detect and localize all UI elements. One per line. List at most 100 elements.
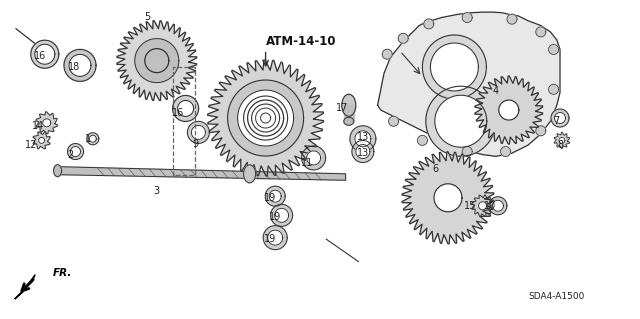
Text: 12: 12 [24,140,37,150]
Polygon shape [307,151,321,165]
Text: 10: 10 [483,201,496,211]
Polygon shape [70,146,81,157]
Text: 16: 16 [172,108,184,118]
Text: 13: 13 [357,148,370,158]
Polygon shape [499,100,519,120]
Text: 16: 16 [33,51,46,61]
Polygon shape [489,197,507,215]
Polygon shape [398,33,408,43]
Text: 19: 19 [269,212,282,222]
Text: 3: 3 [154,186,160,197]
Text: 18: 18 [67,62,80,72]
Polygon shape [207,60,324,176]
Polygon shape [554,113,566,123]
Polygon shape [269,190,281,202]
Polygon shape [350,126,376,152]
Polygon shape [378,12,560,156]
Polygon shape [260,113,271,123]
Text: 1: 1 [85,134,92,144]
Polygon shape [36,112,58,134]
Text: ATM-14-10: ATM-14-10 [266,35,336,48]
Polygon shape [356,145,370,159]
Polygon shape [268,230,283,245]
Ellipse shape [342,94,356,116]
Text: 9: 9 [192,138,198,149]
Polygon shape [548,84,559,94]
Ellipse shape [344,117,354,125]
Text: 17: 17 [336,103,349,114]
Polygon shape [479,202,486,210]
Polygon shape [402,152,494,244]
Polygon shape [90,135,96,142]
Polygon shape [145,48,169,73]
Polygon shape [426,86,496,156]
Polygon shape [244,96,287,140]
Polygon shape [228,80,303,156]
Polygon shape [255,108,276,128]
Ellipse shape [54,165,61,177]
Polygon shape [536,27,546,37]
Text: 13: 13 [357,132,370,142]
Polygon shape [69,55,91,76]
Bar [173,67,195,175]
Polygon shape [492,200,504,211]
Ellipse shape [244,165,255,183]
Polygon shape [388,116,399,126]
Text: 15: 15 [463,201,476,211]
Polygon shape [355,131,371,147]
Text: 6: 6 [432,164,438,174]
Polygon shape [87,133,99,145]
Text: 2: 2 [67,150,74,160]
Polygon shape [417,135,428,145]
Text: 8: 8 [557,140,563,150]
Text: FR.: FR. [53,268,72,278]
Polygon shape [188,122,209,143]
Polygon shape [35,44,55,64]
Polygon shape [33,132,50,149]
Text: 5: 5 [144,11,150,22]
Polygon shape [352,141,374,162]
Bar [344,105,354,121]
Polygon shape [31,40,59,68]
Polygon shape [382,49,392,59]
Polygon shape [424,19,434,29]
Polygon shape [237,90,294,146]
Polygon shape [462,146,472,157]
Polygon shape [472,195,493,217]
Polygon shape [500,146,511,157]
Polygon shape [275,208,289,222]
Polygon shape [301,146,326,170]
Polygon shape [248,100,284,136]
Polygon shape [43,119,51,127]
Polygon shape [434,184,462,212]
Polygon shape [64,49,96,81]
Polygon shape [422,35,486,99]
Text: 19: 19 [264,193,276,203]
Polygon shape [536,126,546,136]
Text: 7: 7 [554,116,560,126]
Text: 11: 11 [301,158,314,168]
Polygon shape [475,76,543,144]
Polygon shape [58,167,346,180]
Text: 4: 4 [493,86,499,96]
Text: 14: 14 [32,121,45,131]
Polygon shape [271,204,292,226]
Polygon shape [435,95,487,147]
Polygon shape [431,43,479,91]
Text: SDA4-A1500: SDA4-A1500 [529,292,585,301]
Polygon shape [507,14,517,24]
Polygon shape [38,137,45,143]
Polygon shape [559,137,565,143]
Polygon shape [554,132,570,148]
Polygon shape [15,275,35,299]
Polygon shape [252,104,280,132]
Polygon shape [263,226,287,250]
Polygon shape [191,125,205,139]
Polygon shape [68,144,83,160]
Polygon shape [135,39,179,83]
Polygon shape [178,100,193,116]
Polygon shape [117,21,196,100]
Polygon shape [551,109,569,127]
Polygon shape [265,186,285,206]
Polygon shape [548,44,559,55]
